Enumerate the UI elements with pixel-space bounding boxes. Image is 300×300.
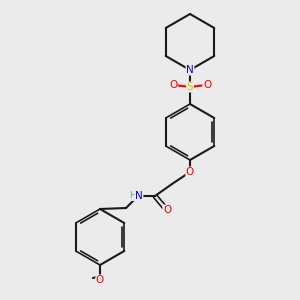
Text: O: O [96, 275, 104, 285]
Text: O: O [186, 167, 194, 177]
Text: N: N [135, 191, 143, 201]
Text: =: = [181, 76, 187, 82]
Text: O: O [169, 80, 177, 90]
Text: H: H [129, 191, 135, 200]
Text: O: O [203, 80, 211, 90]
Text: O: O [163, 205, 171, 215]
Text: N: N [186, 65, 194, 75]
Text: S: S [187, 82, 193, 92]
